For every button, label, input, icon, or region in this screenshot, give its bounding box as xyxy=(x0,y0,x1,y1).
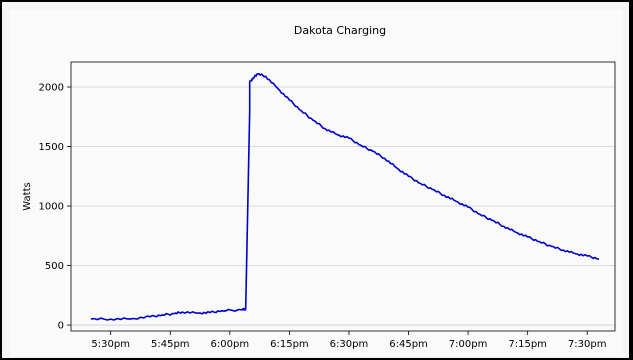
x-tick-label: 7:00pm xyxy=(449,339,488,350)
x-tick-label: 5:45pm xyxy=(151,339,190,350)
x-tick-label: 6:15pm xyxy=(270,339,309,350)
x-tick-label: 6:00pm xyxy=(211,339,250,350)
axis-ticks: 0 500 1000 1500 2000 5:30pm 5:45pm 6:00pm 6:15pm… xyxy=(39,82,607,350)
y-tick-label: 0 xyxy=(58,321,64,332)
x-tick-label: 6:45pm xyxy=(389,339,428,350)
grid-lines xyxy=(71,86,615,326)
line-chart: Dakota Charging 0 500 1000 1500 2000 5:30pm 5:… xyxy=(22,24,616,350)
chart-figure: Dakota Charging 0 500 1000 1500 2000 5:30pm 5:… xyxy=(10,10,623,356)
y-tick-label: 2000 xyxy=(39,82,64,93)
screenshot-frame: Dakota Charging 0 500 1000 1500 2000 5:30pm 5:… xyxy=(2,2,629,358)
y-axis-label: Watts xyxy=(22,182,33,210)
x-tick-label: 5:30pm xyxy=(91,339,130,350)
x-tick-label: 7:15pm xyxy=(508,339,547,350)
y-tick-label: 1000 xyxy=(39,202,64,213)
plot-area-frame xyxy=(70,61,616,332)
series-layer xyxy=(90,73,600,321)
x-tick-label: 6:30pm xyxy=(330,339,369,350)
y-tick-label: 500 xyxy=(45,261,64,272)
x-tick-label: 7:30pm xyxy=(568,339,607,350)
y-tick-label: 1500 xyxy=(39,142,64,153)
series-line xyxy=(90,73,600,321)
chart-title: Dakota Charging xyxy=(294,24,386,37)
